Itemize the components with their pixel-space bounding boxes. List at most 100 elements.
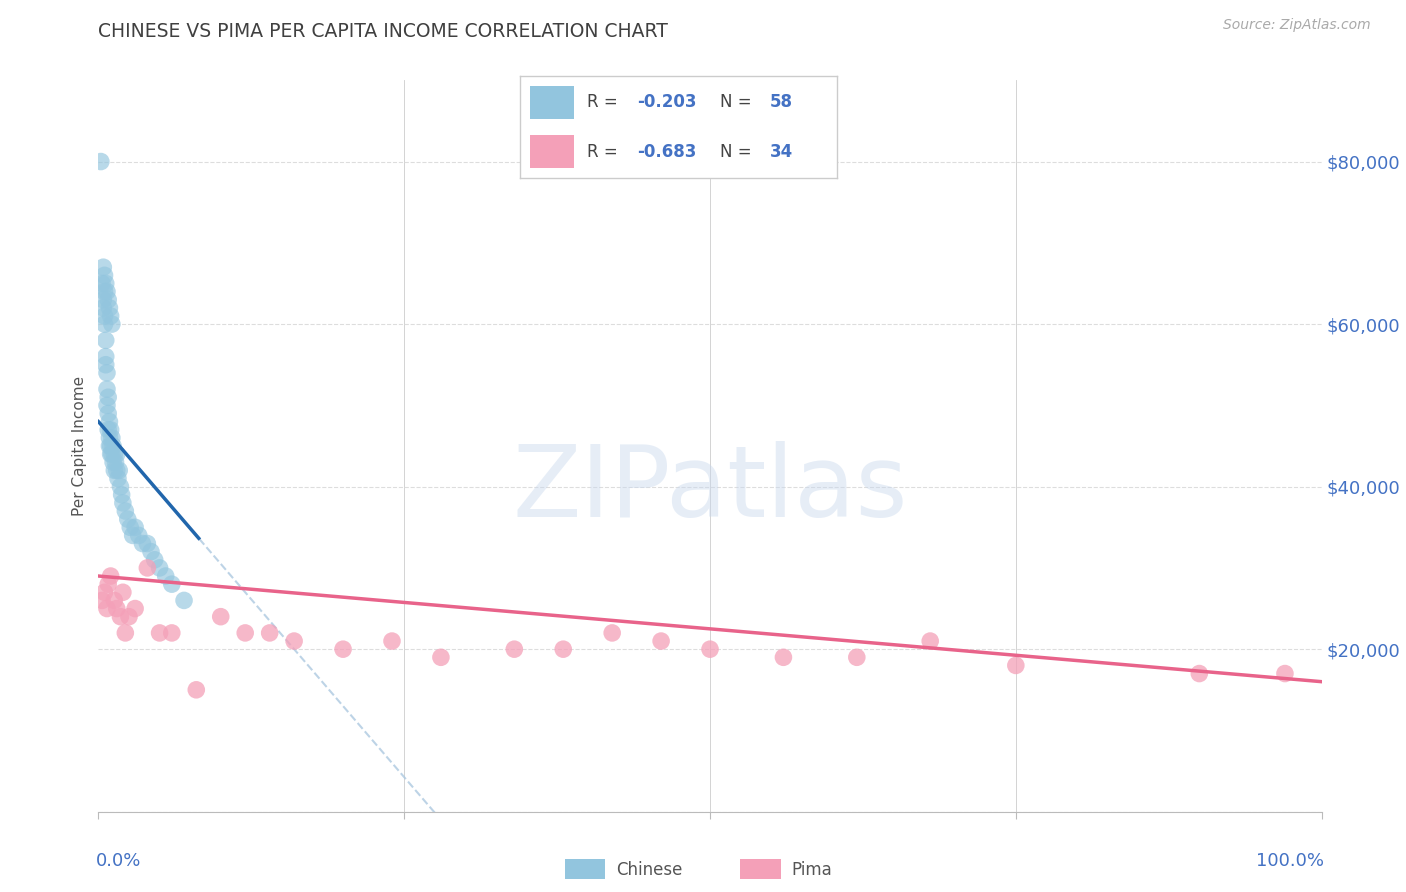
Point — [111, 488, 134, 502]
Point — [101, 317, 124, 331]
Point — [136, 561, 159, 575]
Point — [98, 431, 121, 445]
Point — [105, 447, 128, 461]
Point — [143, 553, 166, 567]
Text: 0.0%: 0.0% — [96, 852, 142, 870]
Text: -0.683: -0.683 — [637, 143, 696, 161]
Text: Pima: Pima — [792, 861, 832, 879]
Point — [101, 455, 124, 469]
Point — [772, 650, 794, 665]
Point — [90, 154, 112, 169]
Point — [91, 260, 114, 275]
Point — [96, 398, 118, 412]
Text: 58: 58 — [770, 94, 793, 112]
Point — [283, 634, 305, 648]
Text: N =: N = — [720, 143, 756, 161]
Point — [101, 439, 124, 453]
Point — [98, 439, 121, 453]
Point — [1004, 658, 1026, 673]
Point — [131, 536, 153, 550]
Point — [105, 601, 128, 615]
Point — [94, 350, 117, 364]
Text: ZIPatlas: ZIPatlas — [512, 442, 908, 539]
Text: Source: ZipAtlas.com: Source: ZipAtlas.com — [1223, 18, 1371, 32]
Point — [173, 593, 195, 607]
Text: R =: R = — [586, 143, 623, 161]
Point — [100, 447, 122, 461]
Y-axis label: Per Capita Income: Per Capita Income — [72, 376, 87, 516]
Text: 34: 34 — [770, 143, 793, 161]
Point — [96, 601, 118, 615]
Point — [124, 520, 146, 534]
Point — [110, 609, 132, 624]
Point — [139, 544, 162, 558]
Point — [233, 626, 256, 640]
Point — [97, 423, 120, 437]
Point — [91, 301, 114, 315]
Point — [98, 415, 121, 429]
Point — [100, 309, 122, 323]
Point — [118, 609, 141, 624]
Bar — [741, 859, 780, 879]
Point — [209, 609, 232, 624]
Point — [94, 334, 117, 348]
Point — [103, 463, 125, 477]
Point — [110, 480, 132, 494]
Text: N =: N = — [720, 94, 756, 112]
Text: Chinese: Chinese — [616, 861, 682, 879]
Point — [91, 293, 114, 307]
Point — [149, 626, 172, 640]
Point — [136, 536, 159, 550]
Point — [259, 626, 281, 640]
Point — [111, 496, 134, 510]
Point — [155, 569, 177, 583]
Text: R =: R = — [586, 94, 623, 112]
Point — [160, 626, 183, 640]
Point — [97, 293, 120, 307]
Point — [100, 423, 122, 437]
Point — [93, 309, 115, 323]
Point — [100, 439, 122, 453]
Point — [114, 504, 136, 518]
Point — [128, 528, 150, 542]
Bar — [530, 87, 574, 119]
Point — [117, 512, 139, 526]
Point — [160, 577, 183, 591]
Point — [93, 317, 115, 331]
Point — [103, 593, 125, 607]
Point — [600, 626, 623, 640]
Point — [104, 455, 127, 469]
Point — [105, 463, 128, 477]
Point — [108, 463, 131, 477]
Point — [97, 577, 120, 591]
Point — [103, 447, 125, 461]
Point — [186, 682, 208, 697]
Point — [101, 431, 124, 445]
Point — [96, 366, 118, 380]
Point — [98, 301, 121, 315]
Point — [93, 285, 115, 299]
Bar — [530, 136, 574, 168]
Text: -0.203: -0.203 — [637, 94, 697, 112]
Point — [111, 585, 134, 599]
Point — [91, 277, 114, 291]
Point — [97, 390, 120, 404]
Point — [91, 593, 114, 607]
Point — [503, 642, 526, 657]
Text: CHINESE VS PIMA PER CAPITA INCOME CORRELATION CHART: CHINESE VS PIMA PER CAPITA INCOME CORREL… — [98, 22, 668, 41]
Point — [920, 634, 942, 648]
Point — [121, 528, 143, 542]
Bar — [565, 859, 605, 879]
Point — [124, 601, 146, 615]
Point — [114, 626, 136, 640]
Point — [97, 407, 120, 421]
Point — [94, 277, 117, 291]
Point — [93, 268, 115, 283]
Point — [107, 471, 129, 485]
Point — [96, 285, 118, 299]
Point — [149, 561, 172, 575]
Point — [96, 382, 118, 396]
Point — [1274, 666, 1296, 681]
Point — [1188, 666, 1211, 681]
Text: 100.0%: 100.0% — [1256, 852, 1324, 870]
